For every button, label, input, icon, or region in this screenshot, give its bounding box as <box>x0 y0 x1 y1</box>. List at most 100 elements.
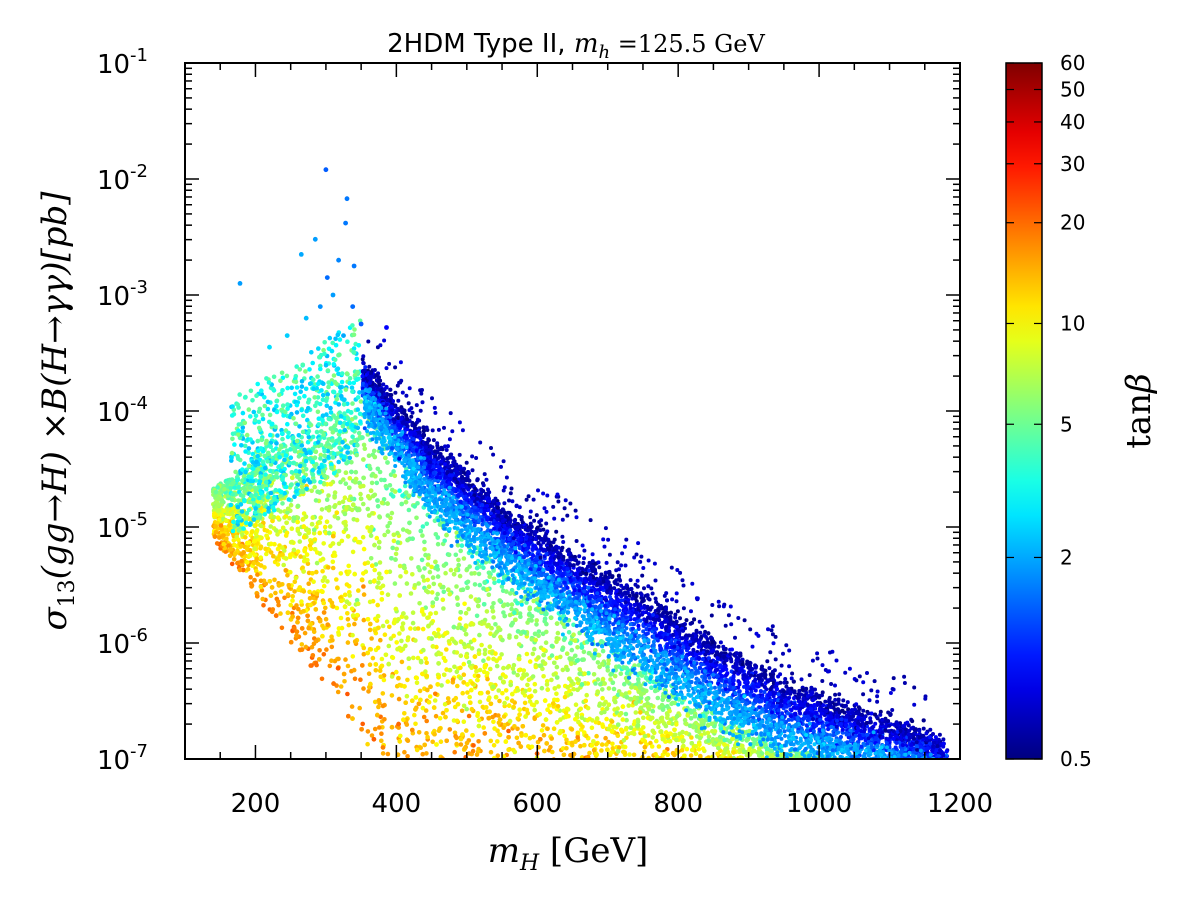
scatter-point <box>232 551 238 556</box>
scatter-point <box>288 540 294 545</box>
scatter-point <box>285 573 290 578</box>
scatter-point <box>237 515 242 521</box>
scatter-point <box>477 699 483 705</box>
scatter-point <box>231 480 236 486</box>
scatter-point <box>343 220 348 226</box>
scatter-point <box>228 502 234 508</box>
scatter-point <box>458 665 463 671</box>
scatter-point <box>266 380 272 385</box>
scatter-point <box>236 405 241 410</box>
scatter-point <box>339 379 345 385</box>
scatter-point <box>446 552 452 558</box>
scatter-point <box>482 647 488 653</box>
scatter-point <box>342 495 348 501</box>
scatter-point <box>245 546 250 551</box>
scatter-point <box>263 479 269 485</box>
scatter-point <box>454 741 459 747</box>
scatter-point <box>665 715 670 720</box>
scatter-point <box>414 515 419 521</box>
scatter-point <box>258 544 264 549</box>
scatter-point <box>318 515 324 520</box>
scatter-point <box>287 515 292 521</box>
scatter-point <box>389 510 395 516</box>
scatter-point <box>564 651 570 656</box>
scatter-point <box>445 679 451 684</box>
scatter-point <box>365 729 371 734</box>
scatter-point <box>691 724 696 730</box>
scatter-point <box>325 368 331 373</box>
scatter-point <box>563 710 569 715</box>
scatter-point <box>370 655 376 661</box>
scatter-point <box>575 730 581 736</box>
scatter-point <box>231 519 236 525</box>
scatter-point <box>594 733 599 739</box>
scatter-point <box>353 616 358 622</box>
scatter-point <box>418 745 424 750</box>
scatter-point <box>352 571 358 577</box>
scatter-point <box>350 304 356 309</box>
scatter-point <box>641 715 646 721</box>
scatter-point <box>236 537 241 543</box>
scatter-point <box>309 350 314 355</box>
scatter-point <box>687 723 693 728</box>
scatter-point <box>527 617 532 623</box>
scatter-point <box>351 349 356 355</box>
scatter-point <box>397 593 403 598</box>
scatter-point <box>290 598 295 603</box>
scatter-point <box>598 682 603 687</box>
scatter-point <box>395 540 401 545</box>
scatter-point <box>536 633 541 639</box>
scatter-point <box>241 550 246 555</box>
scatter-point <box>268 541 274 547</box>
scatter-point <box>325 579 330 584</box>
scatter-point <box>514 735 520 741</box>
scatter-point <box>405 754 410 759</box>
scatter-point <box>508 591 513 596</box>
scatter-point <box>503 688 509 693</box>
scatter-point <box>436 728 442 733</box>
scatter-point <box>351 667 357 673</box>
scatter-point <box>414 747 420 753</box>
scatter-point <box>390 655 396 661</box>
scatter-point <box>347 593 353 598</box>
scatter-point <box>317 401 323 407</box>
scatter-point <box>312 479 317 484</box>
scatter-point <box>387 520 393 526</box>
scatter-point <box>744 762 749 767</box>
chart-title-plain: 2HDM Type II, <box>387 29 565 59</box>
scatter-point <box>447 760 452 765</box>
scatter-point <box>269 422 275 427</box>
scatter-point <box>297 367 303 372</box>
scatter-point <box>543 717 549 722</box>
scatter-point <box>524 651 530 657</box>
scatter-point <box>317 618 323 624</box>
scatter-point <box>649 715 655 721</box>
scatter-point <box>613 699 618 705</box>
scatter-point <box>697 742 702 748</box>
scatter-point <box>665 733 671 739</box>
scatter-point <box>336 632 342 637</box>
scatter-point <box>508 682 513 688</box>
scatter-point <box>600 695 605 701</box>
scatter-point <box>604 706 610 711</box>
scatter-point <box>596 652 602 658</box>
scatter-point <box>758 762 763 767</box>
scatter-point <box>279 431 285 436</box>
scatter-point <box>254 393 259 399</box>
scatter-point <box>501 665 506 671</box>
scatter-point <box>444 532 449 538</box>
scatter-point <box>386 661 392 667</box>
scatter-point <box>558 654 563 660</box>
scatter-point <box>260 459 266 465</box>
scatter-point <box>353 448 358 453</box>
scatter-point <box>554 691 559 697</box>
scatter-point <box>389 693 395 698</box>
scatter-point <box>265 495 271 500</box>
scatter-point <box>352 327 357 332</box>
scatter-point <box>268 468 273 474</box>
scatter-point <box>345 611 350 616</box>
scatter-point <box>329 348 335 354</box>
scatter-point <box>318 456 323 461</box>
scatter-point <box>689 741 695 746</box>
scatter-point <box>357 411 363 417</box>
